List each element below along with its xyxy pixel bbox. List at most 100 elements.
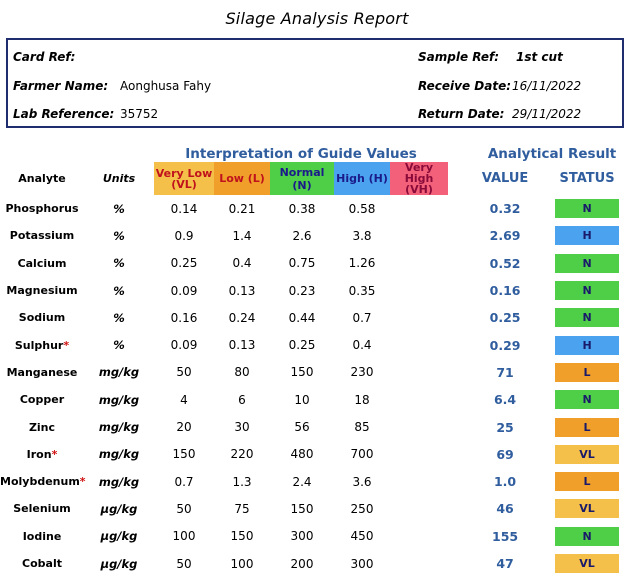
analyte-name: Zinc [28, 420, 56, 434]
col-very-high: Very High (VH) [390, 162, 449, 195]
analyte-name: Cobalt [22, 557, 62, 570]
table-row: Iron* mg/kg 150 220 480 700 69 VL [0, 441, 634, 468]
high-cell: 250 [350, 501, 374, 516]
result-group-heading: Analytical Result [487, 145, 617, 162]
farmer-name-label: Farmer Name: [13, 79, 109, 93]
very-low-cell: 0.9 [174, 228, 194, 243]
column-header-row: Analyte Units Very Low (VL) Low (L) Norm… [0, 162, 634, 195]
status-cell: L [540, 359, 634, 386]
analysis-table: Interpretation of Guide Values Analytica… [0, 145, 634, 577]
analyte-cell: Phosphorus [0, 195, 84, 222]
table-row: Molybdenum* mg/kg 0.7 1.3 2.4 3.6 1.0 L [0, 468, 634, 495]
table-row: Calcium% 0.25 0.4 0.75 1.26 0.52 N [0, 250, 634, 277]
receive-date-label: Receive Date: [418, 79, 512, 93]
normal-cell: 300 [290, 529, 314, 544]
analyte-name: Manganese [6, 365, 78, 379]
units-cell: μg/kg [100, 501, 138, 516]
normal-cell: 480 [290, 447, 314, 462]
status-badge: H [555, 335, 620, 355]
high-cell: 300 [350, 556, 374, 571]
value-cell: 6.4 [493, 392, 517, 408]
status-cell: L [540, 413, 634, 440]
status-cell: L [540, 468, 634, 495]
table-row: Selenium μg/kg 50 75 150 250 46 VL [0, 495, 634, 522]
status-cell: VL [540, 441, 634, 468]
table-row: Copper mg/kg 4 6 10 18 6.4 N [0, 386, 634, 413]
report-title: Silage Analysis Report [225, 9, 409, 28]
units-cell: % [113, 310, 125, 325]
value-cell: 46 [496, 501, 514, 517]
footnote-star: * [79, 475, 86, 489]
col-status: STATUS [559, 171, 615, 186]
analyte-cell: Iodine [0, 523, 84, 550]
very-high-cell [390, 304, 448, 331]
very-low-cell: 0.7 [174, 474, 194, 489]
value-cell: 0.16 [489, 283, 521, 299]
card-ref-label: Card Ref: [13, 50, 76, 64]
col-normal: Normal (N) [270, 162, 334, 195]
high-cell: 0.7 [352, 310, 372, 325]
normal-cell: 0.38 [288, 201, 316, 216]
high-cell: 3.8 [352, 228, 372, 243]
very-low-cell: 50 [176, 365, 192, 380]
analyte-cell: Zinc [0, 413, 84, 440]
table-row: Zinc mg/kg 20 30 56 85 25 L [0, 413, 634, 440]
very-high-cell [390, 331, 448, 358]
normal-cell: 150 [290, 365, 314, 380]
low-cell: 0.4 [232, 256, 252, 271]
units-cell: % [113, 283, 125, 298]
lab-reference-label: Lab Reference: [13, 107, 115, 121]
lab-reference-value: 35752 [120, 107, 159, 121]
normal-cell: 0.25 [288, 338, 316, 353]
very-high-cell [390, 222, 448, 249]
very-low-cell: 0.09 [170, 283, 198, 298]
low-cell: 100 [230, 556, 254, 571]
value-cell: 0.52 [489, 255, 521, 271]
status-badge: N [555, 308, 620, 328]
status-badge: VL [555, 499, 620, 519]
analyte-cell: Selenium [0, 495, 84, 522]
col-very-low: Very Low (VL) [154, 162, 214, 195]
analyte-name: Iodine [22, 529, 62, 543]
analyte-cell: Cobalt [0, 550, 84, 577]
analyte-cell: Potassium [0, 222, 84, 249]
normal-cell: 150 [290, 501, 314, 516]
very-low-cell: 0.16 [170, 310, 198, 325]
status-cell: N [540, 250, 634, 277]
low-cell: 150 [230, 529, 254, 544]
table-row: Manganese mg/kg 50 80 150 230 71 L [0, 359, 634, 386]
analyte-cell: Manganese [0, 359, 84, 386]
units-cell: % [113, 338, 125, 353]
analyte-cell: Calcium [0, 250, 84, 277]
low-cell: 0.21 [228, 201, 256, 216]
units-cell: % [113, 201, 125, 216]
very-low-cell: 0.25 [170, 256, 198, 271]
very-high-cell [390, 550, 448, 577]
status-cell: VL [540, 495, 634, 522]
high-cell: 0.35 [348, 283, 376, 298]
value-cell: 155 [492, 528, 519, 544]
high-cell: 85 [354, 420, 370, 435]
units-cell: mg/kg [98, 392, 140, 407]
normal-cell: 200 [290, 556, 314, 571]
very-low-cell: 50 [176, 501, 192, 516]
sample-ref-value: 1st cut [516, 50, 563, 64]
analyte-name: Magnesium [6, 284, 78, 298]
very-high-cell [390, 250, 448, 277]
sample-ref-label: Sample Ref: [418, 50, 500, 64]
analyte-name: Iron [26, 447, 52, 461]
very-high-cell [390, 413, 448, 440]
analyte-name: Sodium [18, 311, 66, 325]
group-header-row: Interpretation of Guide Values Analytica… [0, 145, 634, 162]
table-row: Sulphur*% 0.09 0.13 0.25 0.4 0.29 H [0, 331, 634, 358]
very-high-cell [390, 386, 448, 413]
high-cell: 0.58 [348, 201, 376, 216]
interpretation-group-heading: Interpretation of Guide Values [185, 145, 417, 162]
analyte-cell: Copper [0, 386, 84, 413]
normal-cell: 2.6 [292, 228, 312, 243]
value-cell: 0.29 [489, 337, 521, 353]
value-cell: 2.69 [489, 228, 521, 244]
value-cell: 69 [496, 446, 514, 462]
table-row: Phosphorus% 0.14 0.21 0.38 0.58 0.32 N [0, 195, 634, 222]
very-high-cell [390, 441, 448, 468]
